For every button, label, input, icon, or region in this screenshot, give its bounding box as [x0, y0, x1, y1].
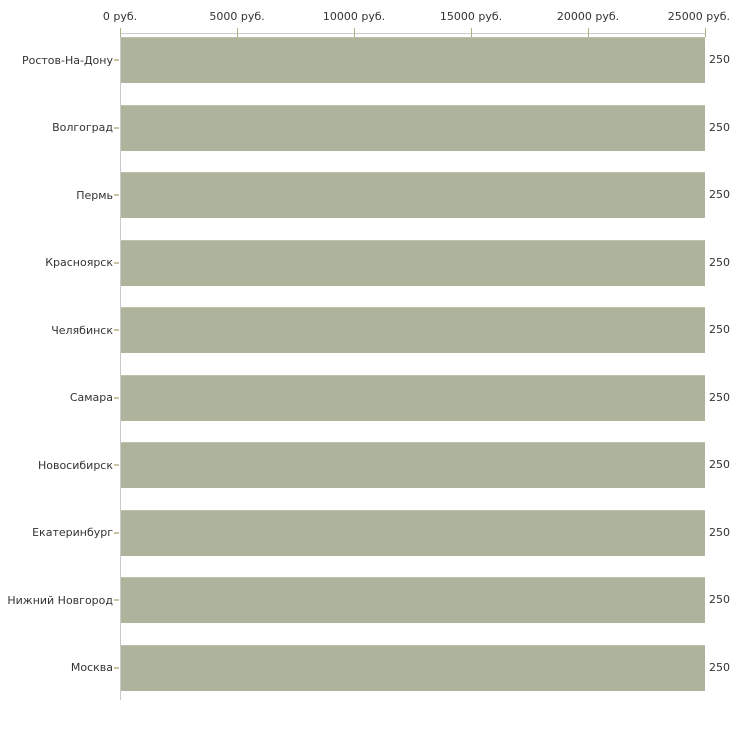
bar-value-label: 25000 руб. [709, 255, 730, 269]
category-label: Красноярск [45, 256, 113, 269]
bar-value-label: 25000 руб. [709, 525, 730, 539]
chart-row: Самара 25000 руб. [0, 371, 730, 439]
bar-value-label: 25000 руб. [709, 660, 730, 674]
category-tick-mark [114, 329, 119, 331]
chart-row: Нижний Новгород 25000 руб. [0, 573, 730, 641]
category-label: Ростов-На-Дону [21, 53, 113, 67]
bar [121, 644, 705, 691]
bar [121, 172, 705, 218]
x-axis-tick-label: 5000 руб. [209, 10, 265, 23]
x-axis-tick [705, 28, 706, 37]
category-label: Новосибирск [37, 458, 113, 472]
bar [121, 577, 705, 623]
bar-value-label: 25000 руб. [709, 390, 730, 404]
chart-row: Челябинск 25000 руб. [0, 303, 730, 371]
x-axis-tick-label: 10000 руб. [322, 10, 386, 23]
x-axis-line [120, 33, 706, 34]
x-axis-tick [120, 28, 121, 37]
x-axis-tick-label: 20000 руб. [556, 10, 620, 23]
bar [121, 509, 705, 556]
category-tick-mark [114, 599, 119, 601]
bar [121, 37, 705, 83]
bar-value-label: 25000 руб. [709, 120, 730, 134]
category-tick-mark [114, 666, 119, 669]
x-axis-tick [588, 28, 589, 37]
bar-value-label: 25000 руб. [709, 53, 730, 66]
category-tick-mark [114, 126, 119, 129]
chart-row: Пермь 25000 руб. [0, 168, 730, 236]
category-label: Екатеринбург [32, 526, 113, 539]
y-axis-line [120, 33, 121, 700]
chart-row: Новосибирск 25000 руб. [0, 438, 730, 506]
bar [121, 239, 705, 286]
bar [121, 307, 705, 353]
category-label: Нижний Новгород [7, 593, 113, 607]
bar-rows: Ростов-На-Дону 25000 руб. Волгоград 2500… [0, 33, 730, 708]
chart-row: Волгоград 25000 руб. [0, 101, 730, 169]
category-tick-mark [114, 261, 119, 264]
bar-value-label: 25000 руб. [709, 323, 730, 336]
category-tick-mark [114, 464, 119, 466]
x-axis-tick [237, 28, 238, 37]
category-label: Москва [70, 661, 113, 674]
x-axis-tick [354, 28, 355, 37]
x-axis-tick-label: 15000 руб. [439, 10, 503, 23]
bar [121, 104, 705, 151]
chart-row: Красноярск 25000 руб. [0, 236, 730, 304]
category-label: Самара [69, 391, 113, 404]
bar-value-label: 25000 руб. [709, 188, 730, 201]
category-label: Волгоград [52, 121, 113, 134]
category-label: Челябинск [51, 323, 113, 337]
bar [121, 442, 705, 488]
category-tick-mark [114, 396, 119, 399]
chart-row: Ростов-На-Дону 25000 руб. [0, 33, 730, 101]
x-axis-tick-label: 25000 руб. [667, 10, 730, 23]
chart-row: Москва 25000 руб. [0, 641, 730, 709]
x-axis-tick-label: 0 руб. [102, 10, 138, 23]
category-tick-mark [114, 194, 119, 196]
x-axis-tick [471, 28, 472, 37]
chart-row: Екатеринбург 25000 руб. [0, 506, 730, 574]
category-label: Пермь [76, 188, 113, 202]
category-tick-mark [114, 59, 119, 61]
category-tick-mark [114, 531, 119, 534]
bar-value-label: 25000 руб. [709, 458, 730, 471]
bar [121, 374, 705, 421]
bar-value-label: 25000 руб. [709, 593, 730, 606]
